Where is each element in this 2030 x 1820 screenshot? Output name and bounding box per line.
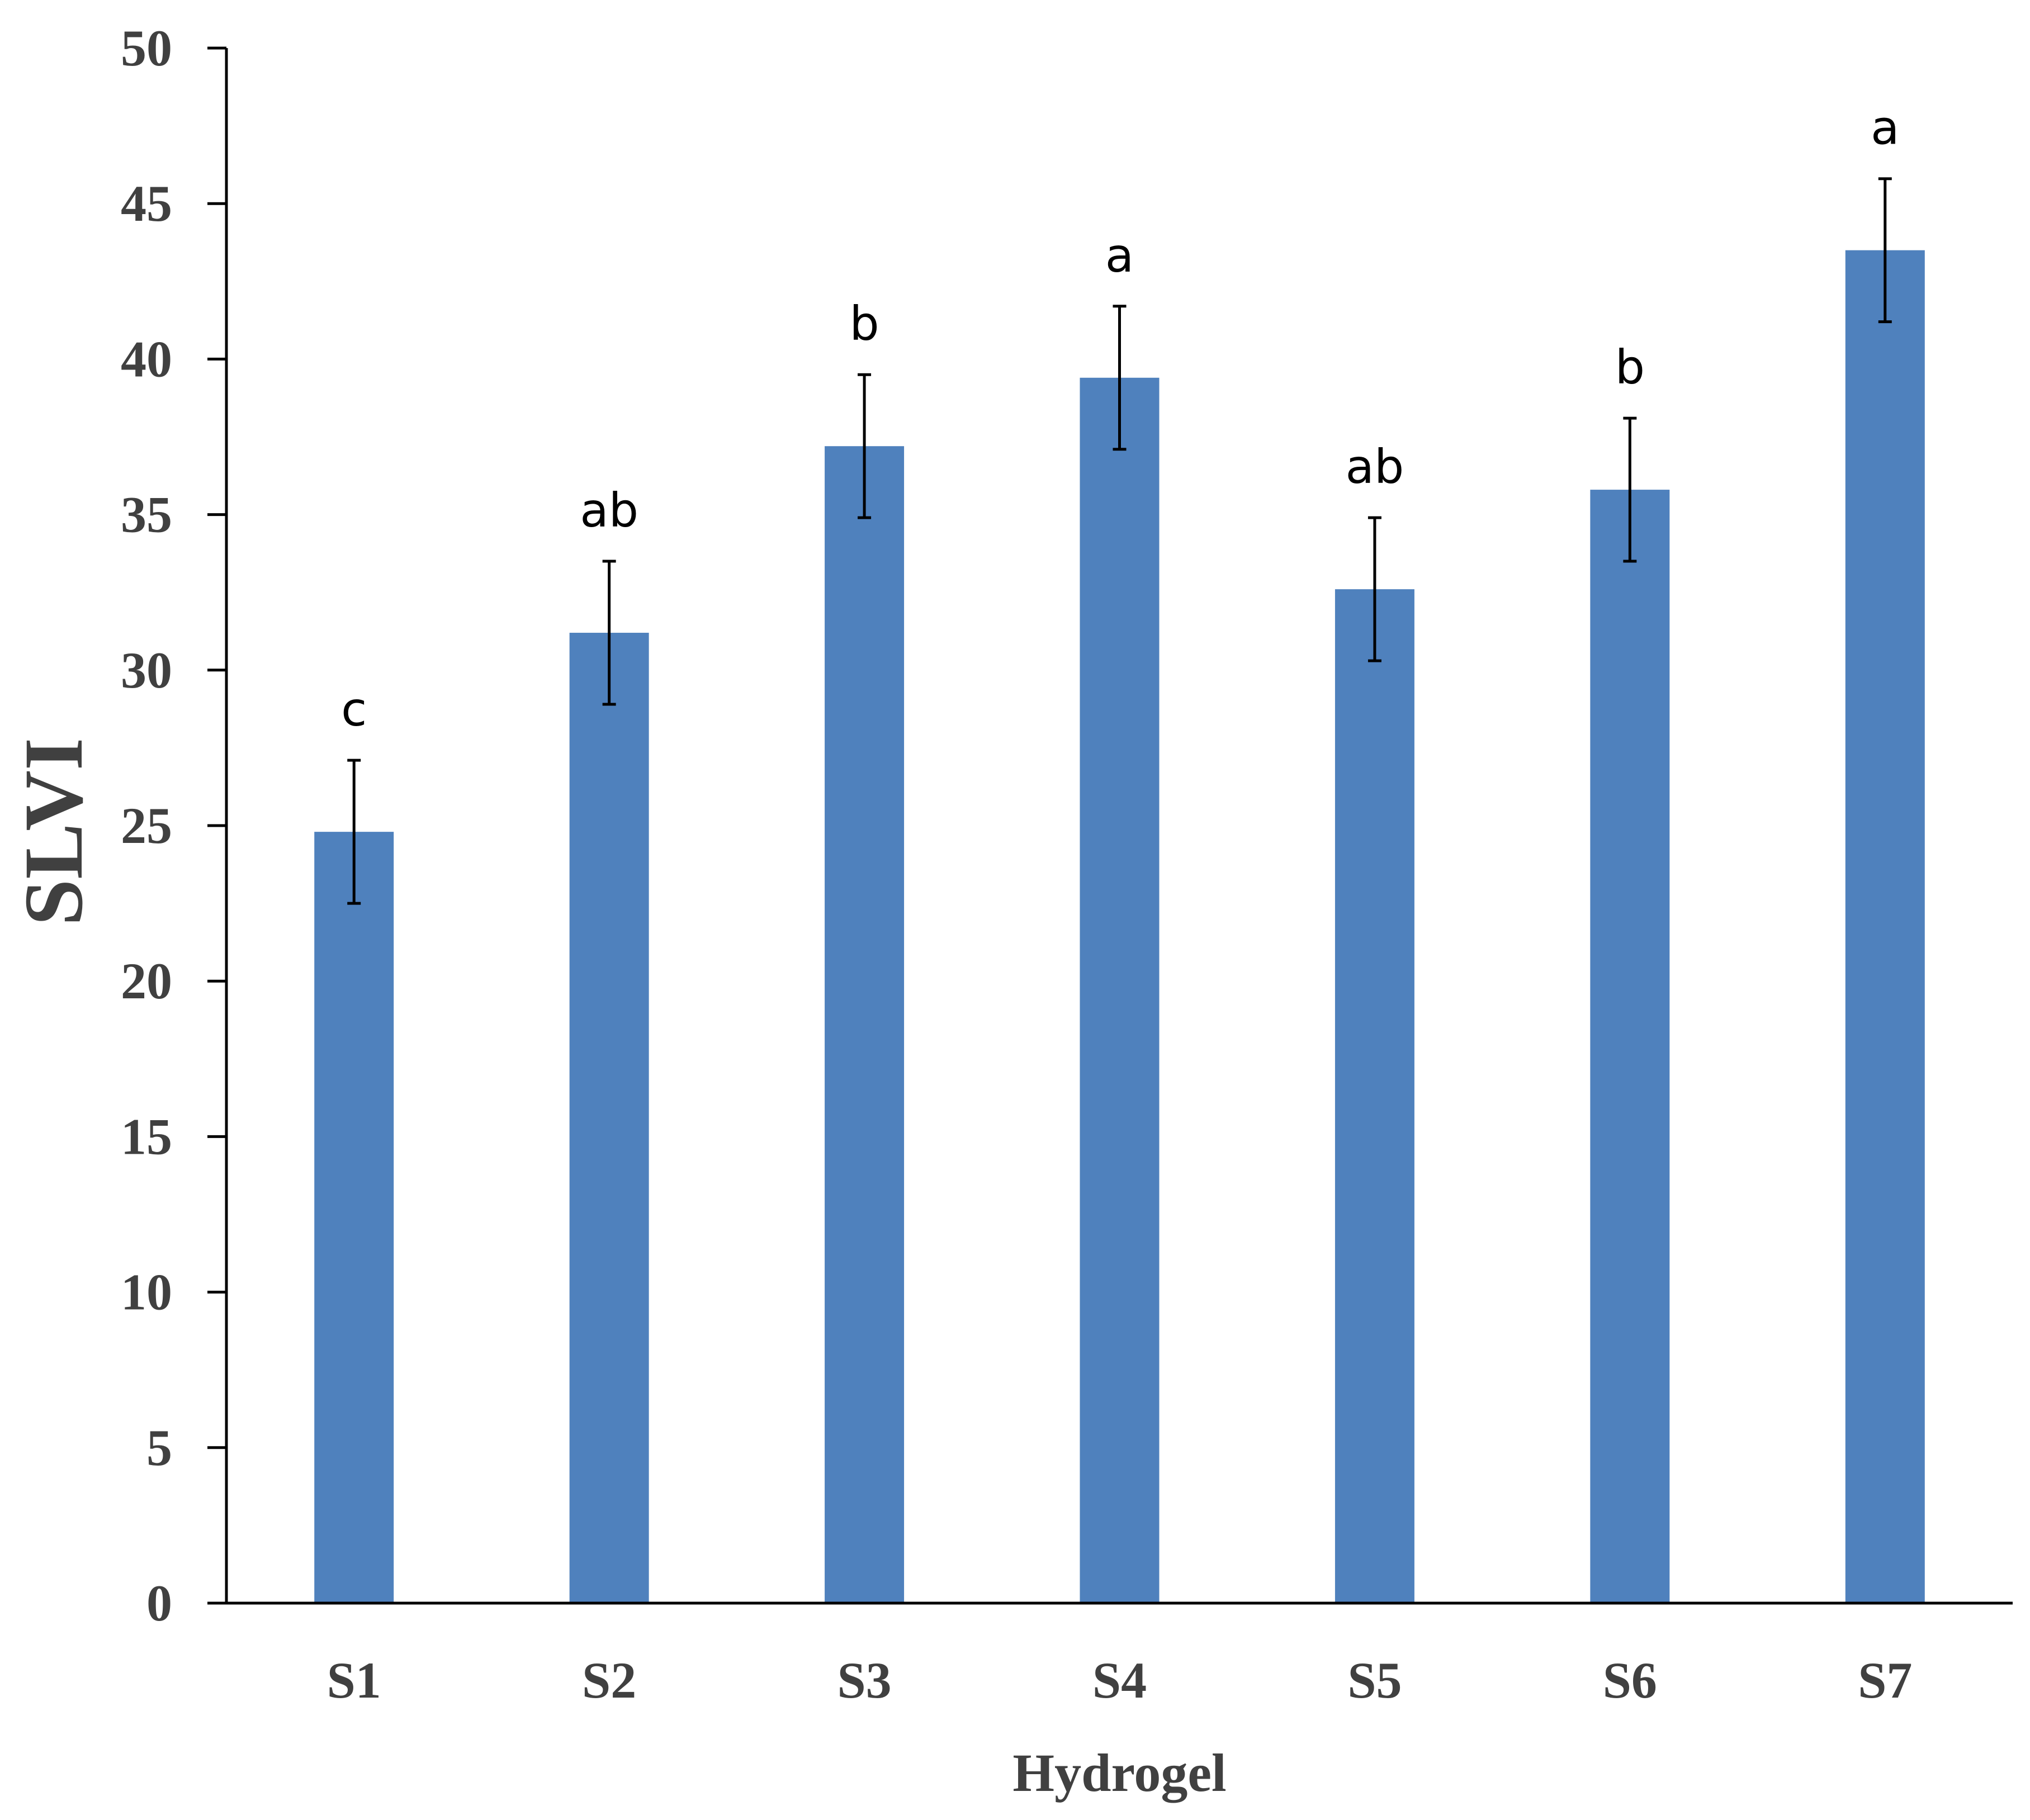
y-tick-label: 25 (121, 797, 172, 854)
bar-s2 (569, 633, 649, 1603)
significance-label: c (341, 682, 367, 737)
bar-s7 (1845, 250, 1925, 1604)
x-tick-label: S5 (1347, 1652, 1402, 1709)
x-tick-label: S1 (327, 1652, 381, 1709)
y-tick-label: 45 (121, 175, 172, 232)
bar-s5 (1335, 589, 1414, 1603)
significance-labels: c ab b a ab b a (341, 101, 1899, 737)
y-tick-label: 0 (146, 1575, 172, 1632)
bar-s4 (1080, 377, 1160, 1604)
bar-s1 (314, 832, 394, 1603)
y-axis-ticks: 0 5 10 15 20 25 30 35 40 45 50 (121, 20, 226, 1632)
y-tick-label: 5 (146, 1419, 172, 1476)
y-tick-label: 20 (121, 952, 172, 1009)
x-tick-label: S6 (1603, 1652, 1657, 1709)
y-tick-label: 50 (121, 20, 172, 77)
significance-label: b (849, 296, 879, 351)
significance-label: a (1105, 228, 1134, 283)
x-tick-label: S3 (837, 1652, 891, 1709)
x-tick-label: S2 (582, 1652, 636, 1709)
bar-s3 (825, 446, 905, 1604)
x-tick-label: S7 (1858, 1652, 1912, 1709)
x-axis-ticks: S1 S2 S3 S4 S5 S6 S7 (327, 1652, 1913, 1709)
error-bars (347, 177, 1892, 905)
bars (314, 250, 1925, 1604)
x-tick-label: S4 (1092, 1652, 1147, 1709)
y-tick-label: 40 (121, 330, 172, 387)
significance-label: ab (1346, 439, 1404, 494)
bar-s6 (1590, 490, 1670, 1603)
y-axis-title: SLVI (7, 738, 100, 926)
y-tick-label: 30 (121, 642, 172, 699)
significance-label: a (1871, 101, 1899, 155)
y-tick-label: 35 (121, 486, 172, 543)
significance-label: b (1615, 340, 1645, 395)
y-tick-label: 10 (121, 1264, 172, 1321)
x-axis-title: Hydrogel (1012, 1743, 1226, 1803)
significance-label: ab (580, 483, 638, 538)
y-tick-label: 15 (121, 1108, 172, 1165)
